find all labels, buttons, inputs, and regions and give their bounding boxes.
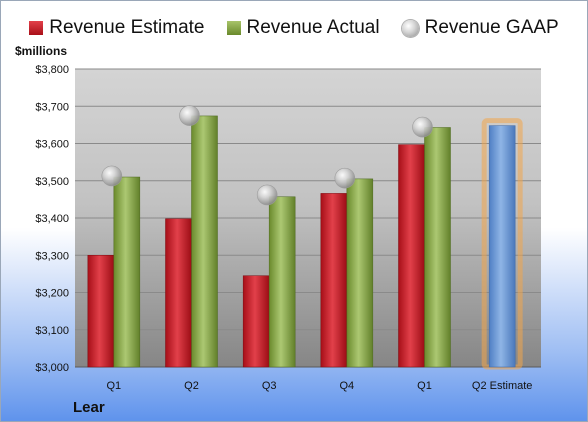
- y-tick-label: $3,800: [35, 64, 69, 76]
- y-tick-label: $3,100: [35, 325, 69, 337]
- company-name: Lear: [73, 399, 105, 416]
- legend-item-actual: Revenue Actual: [226, 17, 380, 39]
- legend: Revenue Estimate Revenue Actual Revenue …: [1, 17, 587, 39]
- actual-bar: [346, 178, 374, 368]
- gaap-marker: [101, 165, 123, 187]
- actual-bar: [113, 176, 141, 368]
- actual-bar: [191, 115, 218, 368]
- y-tick-label: $3,500: [35, 176, 69, 188]
- legend-swatch-gaap: [401, 19, 419, 37]
- y-tick-label: $3,200: [35, 288, 69, 300]
- legend-label-estimate: Revenue Estimate: [49, 17, 205, 38]
- estimate-bar: [242, 275, 270, 368]
- legend-item-estimate: Revenue Estimate: [29, 17, 205, 39]
- x-tick-label: Q3: [262, 380, 277, 392]
- x-tick-label: Q1: [417, 380, 432, 392]
- gaap-marker: [179, 105, 200, 126]
- gaap-marker: [334, 167, 356, 189]
- legend-swatch-actual: [226, 21, 241, 35]
- legend-item-gaap: Revenue GAAP: [401, 17, 559, 39]
- y-tick-label: $3,300: [35, 250, 69, 262]
- legend-swatch-estimate: [29, 21, 44, 35]
- actual-bar: [424, 127, 451, 368]
- estimate-bar: [87, 255, 115, 368]
- x-tick-label: Q2 Estimate: [472, 380, 533, 392]
- gaap-marker: [256, 184, 278, 206]
- actual-bar: [268, 196, 296, 368]
- legend-label-actual: Revenue Actual: [246, 17, 380, 38]
- estimate-bar: [398, 144, 425, 368]
- x-tick-label: Q1: [106, 380, 121, 392]
- x-tick-label: Q4: [339, 380, 354, 392]
- y-tick-label: $3,400: [35, 213, 69, 225]
- y-axis-unit-label: $millions: [15, 44, 68, 58]
- y-tick-label: $3,700: [35, 101, 69, 113]
- gaap-marker: [412, 116, 433, 138]
- legend-label-gaap: Revenue GAAP: [424, 17, 559, 38]
- estimate-bar: [165, 218, 192, 368]
- y-tick-label: $3,600: [35, 139, 69, 151]
- x-tick-label: Q2: [184, 380, 199, 392]
- forecast-bar: [488, 125, 516, 368]
- estimate-bar: [320, 193, 348, 368]
- y-tick-label: $3,000: [35, 362, 69, 374]
